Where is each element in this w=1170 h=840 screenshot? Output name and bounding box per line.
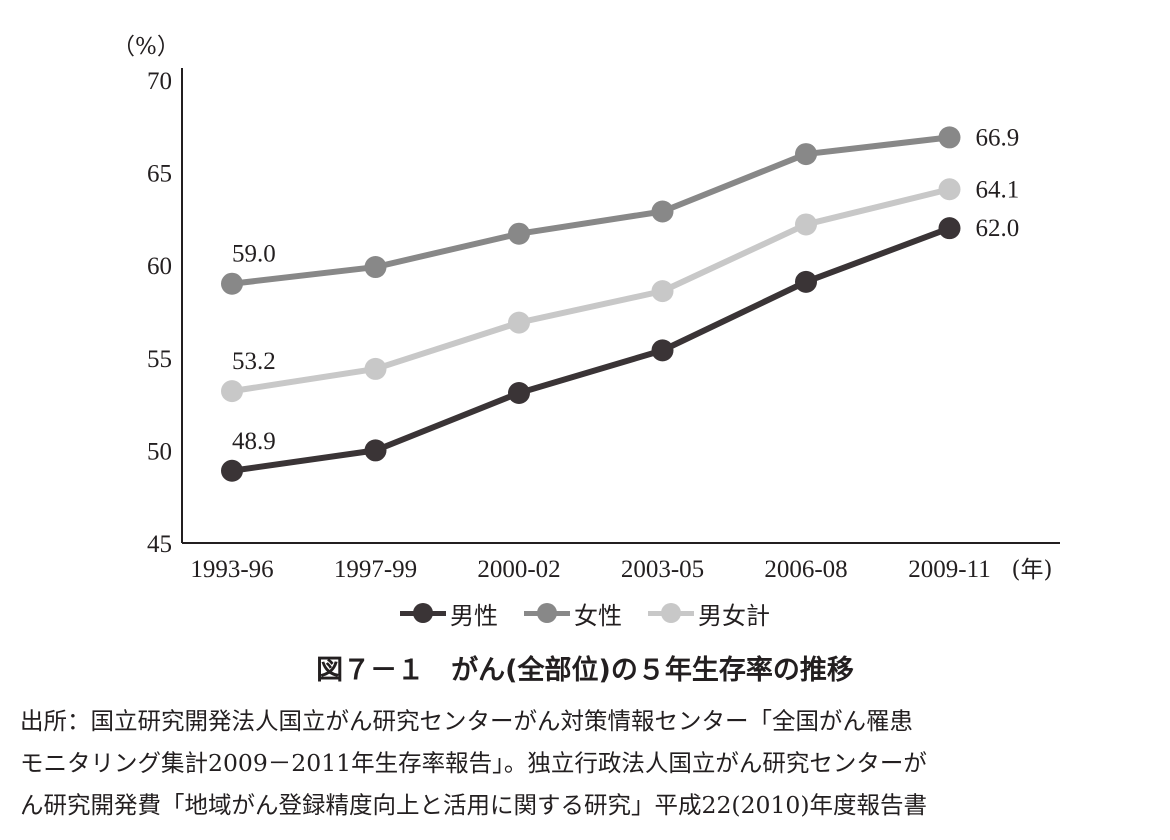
data-point [795, 270, 817, 293]
legend-label: 男女計 [698, 601, 770, 630]
legend-swatch [648, 603, 694, 623]
source-line-1: 出所：国立研究開発法人国立がん研究センターがん対策情報センター「全国がん罹患 [20, 707, 913, 735]
legend-label: 男性 [450, 601, 498, 630]
legend-swatch [400, 603, 446, 623]
data-point [795, 143, 817, 166]
x-axis-unit-label: (年) [1012, 557, 1053, 583]
y-axis-ticks: 45 50 55 60 65 70 [147, 68, 172, 558]
data-point [938, 217, 961, 240]
data-point [651, 200, 674, 223]
y-tick-label: 60 [147, 253, 172, 280]
data-point [364, 439, 387, 462]
figure-caption: 図７－１ がん(全部位)の５年生存率の推移 [316, 655, 854, 686]
legend-item: 男女計 [648, 596, 770, 631]
data-point [221, 272, 243, 295]
data-label: 66.9 [976, 124, 1020, 151]
series-line [231, 186, 951, 395]
line-chart: 45 50 55 60 65 70 1993-96 1997-99 2000-02 2003-0… [112, 34, 1060, 583]
chart-axes [181, 68, 1060, 544]
y-axis-unit-label: （%） [112, 34, 180, 60]
x-tick-label: 1993-96 [190, 556, 273, 583]
x-tick-label: 2003-05 [621, 556, 704, 583]
data-point [364, 357, 387, 380]
data-point [651, 339, 674, 362]
data-point [938, 178, 961, 201]
x-tick-label: 2009-11 [908, 556, 990, 583]
source-line-2: モニタリング集計2009－2011年生存率報告」。独立行政法人国立がん研究センタ… [20, 749, 927, 777]
legend-item: 男性 [400, 596, 498, 631]
data-point [508, 381, 530, 404]
source-note: 出所：国立研究開発法人国立がん研究センターがん対策情報センター「全国がん罹患 モ… [20, 700, 1165, 826]
x-tick-label: 2000-02 [477, 556, 560, 583]
data-label: 53.2 [232, 348, 276, 375]
data-point [795, 213, 817, 236]
x-tick-label: 2006-08 [764, 556, 847, 583]
data-point [651, 280, 674, 303]
legend-label: 女性 [574, 601, 622, 630]
y-tick-label: 70 [147, 68, 172, 95]
y-tick-label: 45 [147, 531, 172, 558]
data-label: 59.0 [232, 241, 276, 268]
chart-legend: 男性 女性 男女計 [0, 593, 1170, 633]
y-tick-label: 65 [147, 161, 172, 188]
y-tick-label: 55 [147, 346, 172, 373]
data-label: 64.1 [976, 176, 1020, 203]
data-labels: 59.0 66.9 53.2 64.1 48.9 62.0 [232, 124, 1019, 454]
data-label: 62.0 [976, 215, 1020, 242]
source-line-3: ん研究開発費「地域がん登録精度向上と活用に関する研究」平成22(2010)年度報… [20, 791, 928, 819]
x-tick-label: 1997-99 [334, 556, 417, 583]
data-point [938, 126, 961, 149]
y-tick-label: 50 [147, 438, 172, 465]
legend-swatch [524, 603, 570, 623]
data-point [508, 222, 530, 245]
series-points [221, 126, 961, 482]
series-line [231, 225, 951, 474]
series-line [231, 134, 950, 287]
series-lines [231, 134, 951, 474]
data-point [221, 459, 243, 482]
data-point [221, 380, 243, 403]
legend-item: 女性 [524, 596, 622, 631]
data-point [508, 311, 530, 334]
x-axis-ticks: 1993-96 1997-99 2000-02 2003-05 2006-08 2009-… [190, 556, 1052, 583]
data-label: 48.9 [232, 428, 276, 455]
data-point [364, 256, 387, 279]
